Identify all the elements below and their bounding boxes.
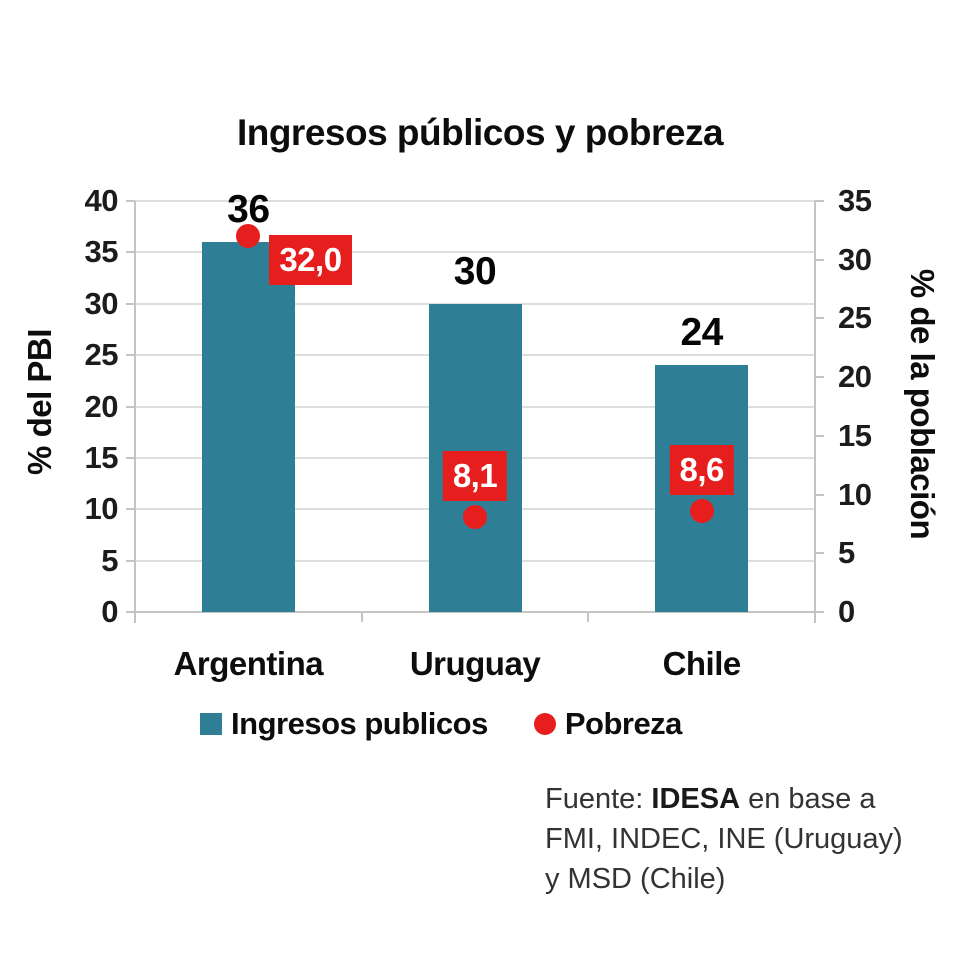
left-tick-label: 20 bbox=[84, 388, 119, 424]
left-axis-tickmark bbox=[126, 456, 135, 459]
left-axis-tickmark bbox=[126, 354, 135, 357]
legend: Ingresos publicos Pobreza bbox=[0, 706, 882, 742]
right-tick-label: 30 bbox=[838, 241, 872, 277]
right-tick-label: 10 bbox=[838, 476, 872, 512]
bar-value-label-uruguay: 30 bbox=[453, 249, 497, 293]
bar-value-label-argentina: 36 bbox=[227, 188, 270, 232]
bar-argentina bbox=[201, 242, 295, 612]
right-tick-label: 15 bbox=[838, 417, 872, 453]
left-tick-label: 35 bbox=[84, 234, 119, 270]
left-tick-label: 30 bbox=[84, 285, 119, 321]
pobreza-value-badge-chile: 8,6 bbox=[669, 445, 734, 495]
left-tick-label: 15 bbox=[84, 439, 119, 475]
source-note: Fuente: IDESA en base a FMI, INDEC, INE … bbox=[545, 779, 945, 899]
left-tick-label: 25 bbox=[84, 337, 119, 373]
left-tick-label: 10 bbox=[84, 491, 119, 527]
source-line-2: FMI, INDEC, INE (Uruguay) bbox=[545, 823, 903, 855]
left-axis-line bbox=[134, 201, 136, 623]
right-tick-label: 0 bbox=[838, 594, 855, 629]
left-axis-tickmark bbox=[126, 251, 135, 254]
legend-item-pobreza: Pobreza bbox=[533, 706, 683, 742]
source-line-1: Fuente: IDESA en base a bbox=[545, 779, 945, 819]
right-axis-tickmark bbox=[815, 552, 824, 555]
right-tick-label: 25 bbox=[838, 300, 872, 336]
right-axis-tickmark bbox=[815, 493, 824, 496]
legend-label-ingresos-publicos: Ingresos publicos bbox=[231, 706, 488, 741]
right-axis-tickmark bbox=[815, 317, 824, 320]
right-tick-label: 35 bbox=[838, 183, 872, 218]
pobreza-dot-chile bbox=[689, 499, 714, 523]
right-tick-label: 20 bbox=[838, 359, 872, 395]
right-axis-tickmark bbox=[815, 258, 824, 261]
pobreza-dot-uruguay bbox=[463, 504, 487, 529]
bar-value-label-chile: 24 bbox=[680, 311, 723, 355]
source-line-3: y MSD (Chile) bbox=[545, 863, 726, 895]
point-series-swatch-icon bbox=[533, 713, 556, 735]
left-axis-tickmark bbox=[126, 405, 135, 408]
left-axis-tickmark bbox=[126, 508, 135, 511]
left-axis-tickmark bbox=[126, 611, 135, 613]
x-axis-label-chile: Chile bbox=[662, 645, 742, 682]
pobreza-dot-argentina bbox=[236, 224, 261, 249]
gridline bbox=[135, 200, 815, 202]
x-axis-tickmark bbox=[360, 612, 363, 622]
left-tick-label: 0 bbox=[101, 594, 118, 629]
gridline bbox=[135, 251, 815, 254]
left-axis-tickmark bbox=[126, 302, 135, 305]
pobreza-value-badge-uruguay: 8,1 bbox=[442, 450, 508, 501]
pobreza-value-badge-argentina: 32,0 bbox=[269, 235, 352, 286]
right-axis-tickmark bbox=[815, 434, 824, 437]
right-axis-tickmark bbox=[815, 200, 824, 202]
x-axis-label-argentina: Argentina bbox=[173, 645, 324, 682]
bar-series-swatch-icon bbox=[200, 713, 223, 735]
left-tick-label: 40 bbox=[84, 183, 119, 218]
right-tick-label: 5 bbox=[838, 535, 855, 571]
x-axis-tickmark bbox=[134, 612, 136, 622]
left-axis-tickmark bbox=[126, 200, 135, 202]
source-org: IDESA bbox=[651, 783, 741, 815]
left-axis-tickmark bbox=[126, 559, 135, 562]
legend-label-pobreza: Pobreza bbox=[564, 706, 683, 741]
source-line1-rest: en base a bbox=[748, 783, 876, 815]
right-axis-line bbox=[814, 201, 816, 623]
legend-item-ingresos-publicos: Ingresos publicos bbox=[200, 706, 488, 742]
source-label: Fuente: bbox=[545, 783, 644, 815]
right-axis-tickmark bbox=[815, 611, 824, 613]
right-axis-tickmark bbox=[815, 376, 824, 379]
x-axis-tickmark bbox=[587, 612, 590, 622]
left-tick-label: 5 bbox=[101, 542, 118, 578]
chart-title: Ingresos públicos y pobreza bbox=[236, 112, 724, 153]
x-axis-label-uruguay: Uruguay bbox=[409, 645, 541, 682]
x-axis-tickmark bbox=[814, 612, 816, 622]
gridline bbox=[135, 611, 815, 613]
